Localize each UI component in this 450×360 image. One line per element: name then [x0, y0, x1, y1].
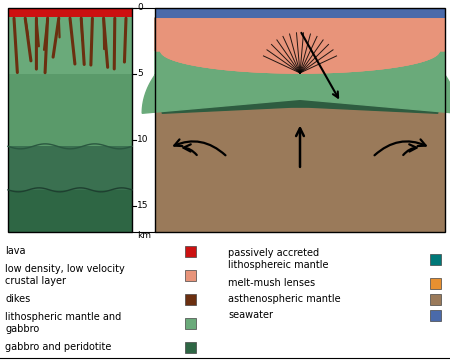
Polygon shape [155, 18, 228, 50]
Text: 0: 0 [137, 4, 143, 13]
Bar [155, 8, 445, 232]
Bar [155, 8, 445, 18]
Text: lithospheric mantle and
gabbro: lithospheric mantle and gabbro [5, 312, 121, 334]
Bar [8, 8, 132, 232]
Bar [8, 8, 132, 17]
Text: melt-mush lenses: melt-mush lenses [228, 278, 315, 288]
Bar [185, 342, 196, 352]
Polygon shape [155, 50, 445, 232]
Bar [185, 270, 196, 280]
Text: low density, low velocity
crustal layer: low density, low velocity crustal layer [5, 264, 125, 286]
Text: asthenospheric mantle: asthenospheric mantle [228, 294, 341, 304]
Text: lava: lava [5, 246, 26, 256]
Bar [155, 8, 445, 18]
Bar [8, 147, 132, 190]
Polygon shape [155, 50, 445, 73]
Bar [185, 246, 196, 256]
Bar [430, 278, 441, 288]
Polygon shape [254, 37, 346, 58]
Text: passively accreted
lithosphereic mantle: passively accreted lithosphereic mantle [228, 248, 328, 270]
Text: seawater: seawater [228, 310, 273, 320]
Bar [430, 310, 441, 320]
Bar [8, 74, 132, 147]
Polygon shape [142, 17, 450, 113]
Polygon shape [155, 18, 445, 73]
Text: km: km [137, 231, 151, 240]
Polygon shape [373, 18, 445, 50]
Bar [185, 318, 196, 328]
Text: gabbro and peridotite: gabbro and peridotite [5, 342, 112, 352]
Bar [8, 17, 132, 74]
Polygon shape [155, 35, 445, 113]
Polygon shape [155, 18, 445, 73]
Text: dikes: dikes [5, 294, 30, 304]
Bar [430, 293, 441, 305]
Text: 10: 10 [137, 135, 148, 144]
Bar [430, 253, 441, 265]
Bar [185, 293, 196, 305]
Bar [155, 8, 445, 232]
Text: 15: 15 [137, 201, 148, 210]
Bar [8, 190, 132, 232]
Text: 5: 5 [137, 69, 143, 78]
